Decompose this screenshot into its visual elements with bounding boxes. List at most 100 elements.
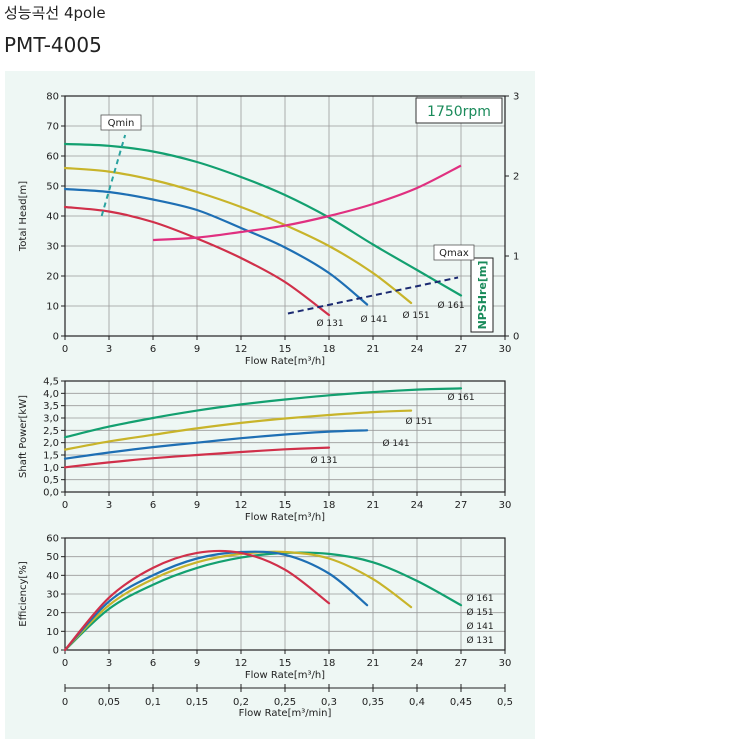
power-x-tick-label: 21 [367,500,380,511]
efficiency-x-tick-label: 15 [279,658,292,669]
power-y-tick-label: 3,0 [43,414,59,425]
head-x-tick-label: 27 [455,344,468,355]
power-x-tick-label: 9 [194,500,200,511]
power-y-axis-label: Shaft Power[kW] [18,395,29,478]
flow-min-axis-tick-label: 0,3 [321,697,337,708]
head-y-tick-label: 50 [46,182,59,193]
power-x-tick-label: 24 [411,500,424,511]
efficiency-legend-label: Ø 161 [466,593,493,604]
power-y-tick-label: 3,5 [43,401,59,412]
rpm-label: 1750rpm [427,104,491,120]
efficiency-x-tick-label: 30 [499,658,512,669]
head-y-tick-label: 10 [46,302,59,313]
efficiency-x-tick-label: 24 [411,658,424,669]
power-curve-label: Ø 131 [310,455,337,466]
head-y-tick-label: 60 [46,152,59,163]
npsh-label-box [470,257,494,333]
head-series-line [63,166,413,305]
head-y-tick-label: 0 [53,332,59,343]
power-y-tick-label: 0,0 [43,488,59,499]
efficiency-x-tick-label: 9 [194,658,200,669]
efficiency-plot-frame [64,537,506,651]
npsh-axis-tick-label: 0 [513,332,519,343]
qmin-label-box [100,114,142,131]
efficiency-y-tick-label: 30 [46,590,59,601]
power-y-tick-label: 1,5 [43,451,59,462]
head-y-tick-label: 20 [46,272,59,283]
npsh-axis-tick-label: 2 [513,172,519,183]
power-y-tick-label: 4,0 [43,389,59,400]
head-x-tick-label: 30 [499,344,512,355]
qmin-label: Qmin [108,118,135,129]
npsh-axis-tick-label: 1 [513,252,519,263]
head-series-line [63,142,463,297]
head-x-tick-label: 24 [411,344,424,355]
power-y-tick-label: 4,5 [43,377,59,388]
power-x-tick-label: 30 [499,500,512,511]
head-curve-label: Ø 151 [402,310,429,321]
head-y-tick-label: 80 [46,92,59,103]
efficiency-series-line [63,549,331,652]
power-x-tick-label: 3 [106,500,112,511]
head-x-tick-label: 9 [194,344,200,355]
qmax-label: Qmax [439,248,469,259]
efficiency-x-tick-label: 18 [323,658,336,669]
flow-min-axis-tick-label: 0,05 [98,697,120,708]
efficiency-series-line [63,550,369,652]
efficiency-x-tick-label: 12 [235,658,248,669]
efficiency-y-tick-label: 0 [53,646,59,657]
efficiency-legend-label: Ø 131 [466,635,493,646]
model-name: PMT-4005 [4,33,102,57]
head-x-axis-label: Flow Rate[m³/h] [245,356,325,367]
power-series-line [63,409,413,451]
efficiency-series-line [63,550,413,652]
head-curve-label: Ø 131 [316,318,343,329]
head-x-tick-label: 18 [323,344,336,355]
qmax-label-box [433,244,475,261]
head-x-tick-label: 21 [367,344,380,355]
npsh-curve [152,164,462,242]
head-y-tick-label: 30 [46,242,59,253]
power-y-tick-label: 0,5 [43,475,59,486]
flow-min-axis-tick-label: 0,4 [409,697,425,708]
flow-min-axis-tick-label: 0,5 [497,697,513,708]
power-series-line [63,387,463,439]
flow-min-axis-tick-label: 0,45 [450,697,472,708]
flow-min-axis-label: Flow Rate[m³/min] [239,708,332,719]
head-plot-frame [64,95,506,337]
curve-title: 성능곡선 4pole [4,4,106,22]
qmax-line [287,276,459,315]
power-series-line [63,446,331,469]
power-curve-label: Ø 141 [382,438,409,449]
power-x-tick-label: 15 [279,500,292,511]
efficiency-y-tick-label: 50 [46,552,59,563]
efficiency-y-tick-label: 60 [46,534,59,545]
power-x-tick-label: 6 [150,500,156,511]
head-series-line [63,187,369,306]
power-x-axis-label: Flow Rate[m³/h] [245,512,325,523]
head-x-tick-label: 15 [279,344,292,355]
efficiency-legend-label: Ø 151 [466,607,493,618]
power-x-tick-label: 0 [62,500,68,511]
flow-min-axis-tick-label: 0,1 [145,697,161,708]
head-y-tick-label: 40 [46,212,59,223]
power-y-tick-label: 1,0 [43,463,59,474]
efficiency-x-tick-label: 27 [455,658,468,669]
flow-min-axis-tick-label: 0,35 [362,697,384,708]
power-series-line [63,429,369,460]
head-curve-label: Ø 141 [360,314,387,325]
power-x-tick-label: 12 [235,500,248,511]
efficiency-series-line [63,551,463,652]
head-x-tick-label: 3 [106,344,112,355]
efficiency-x-tick-label: 6 [150,658,156,669]
efficiency-x-axis-label: Flow Rate[m³/h] [245,670,325,681]
efficiency-x-tick-label: 21 [367,658,380,669]
head-curve-label: Ø 161 [437,300,464,311]
power-curve-label: Ø 151 [405,416,432,427]
efficiency-y-tick-label: 10 [46,627,59,638]
head-x-tick-label: 12 [235,344,248,355]
flow-min-axis-tick-label: 0 [62,697,68,708]
head-y-axis-label: Total Head[m] [18,181,29,252]
head-y-tick-label: 70 [46,122,59,133]
power-x-tick-label: 18 [323,500,336,511]
